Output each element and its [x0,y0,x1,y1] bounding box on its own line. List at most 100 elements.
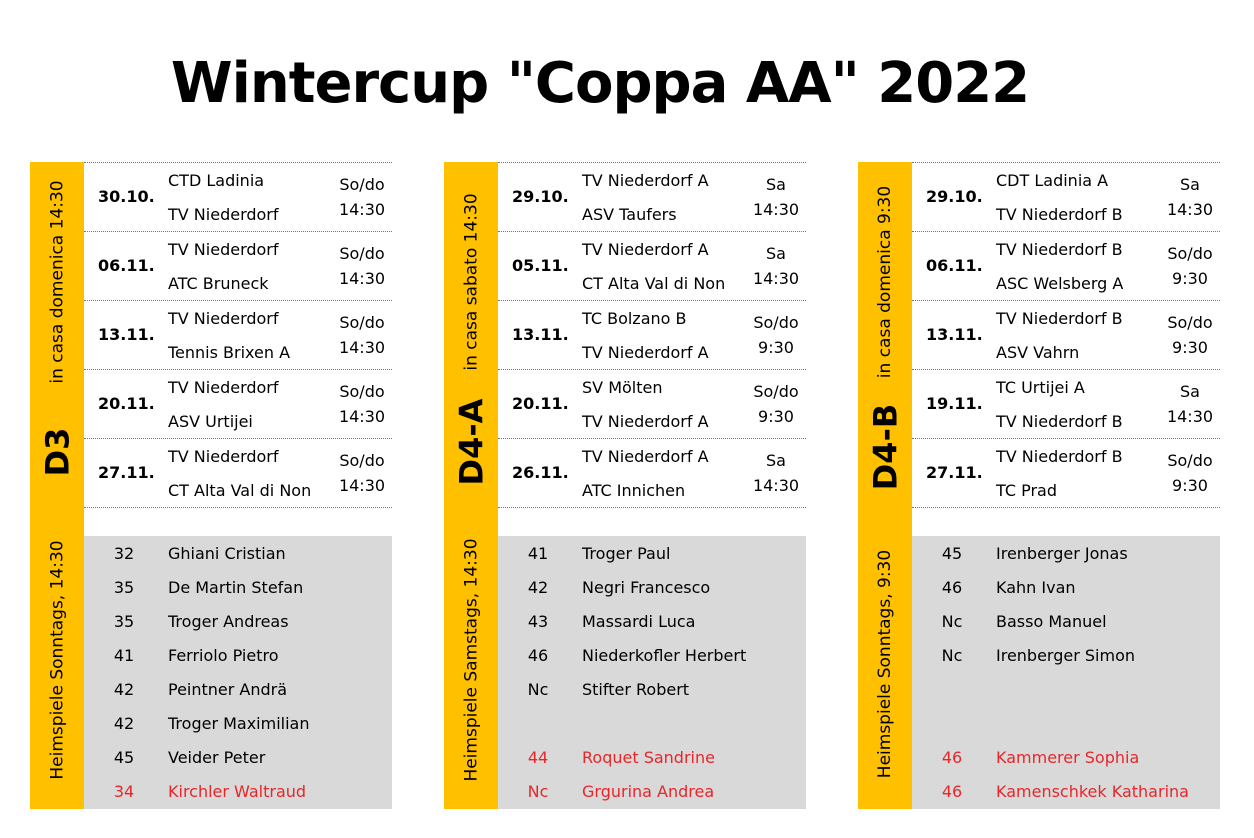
player-row-empty [912,672,1220,706]
player-ranking: 45 [113,748,135,767]
player-ranking: 46 [941,578,963,597]
player-name: Troger Maximilian [168,714,310,733]
match-day: So/do [339,451,385,470]
match-date: 06.11. [926,256,983,275]
match-away-team: CT Alta Val di Non [582,274,726,293]
match-list: 30.10. CTD Ladinia TV Niederdorf So/do 1… [84,162,392,508]
match-row: 06.11. TV Niederdorf ATC Bruneck So/do 1… [84,231,392,300]
match-day: So/do [339,313,385,332]
match-date: 13.11. [926,325,983,344]
match-date: 13.11. [512,325,569,344]
match-row: 29.10. TV Niederdorf A ASV Taufers Sa 14… [498,162,806,231]
match-away-team: Tennis Brixen A [168,343,291,362]
group-side-bar: in casa sabato 14:30 D4-A Heimspiele Sam… [444,162,498,809]
player-name: Troger Andreas [168,612,289,631]
match-date: 29.10. [926,187,983,206]
match-home-team: TV Niederdorf A [582,240,709,259]
player-ranking: 43 [527,612,549,631]
match-list: 29.10. CDT Ladinia A TV Niederdorf B Sa … [912,162,1220,508]
match-home-team: CTD Ladinia [168,171,265,190]
player-name: Kirchler Waltraud [168,782,307,801]
player-name: Irenberger Jonas [996,544,1128,563]
match-home-team: TV Niederdorf [168,240,279,259]
match-day: So/do [1167,244,1213,263]
group-d3: in casa domenica 14:30 D3 Heimspiele Son… [30,162,392,809]
player-ranking: 46 [941,748,963,767]
group-code: D3 [37,427,76,477]
match-row: 13.11. TV Niederdorf Tennis Brixen A So/… [84,300,392,369]
player-name: Massardi Luca [582,612,696,631]
player-name: Roquet Sandrine [582,748,715,767]
match-time: 14:30 [338,476,386,495]
match-time: 14:30 [338,338,386,357]
match-time: 14:30 [752,200,800,219]
player-roster: 32 Ghiani Cristian 35 De Martin Stefan 35 T… [84,536,392,809]
match-time: 9:30 [1172,476,1208,495]
player-row: 32 Ghiani Cristian [84,536,392,570]
match-day: So/do [339,175,385,194]
player-row: 45 Irenberger Jonas [912,536,1220,570]
group-d4b: in casa domenica 9:30 D4-B Heimspiele So… [858,162,1220,809]
player-name: Kahn Ivan [996,578,1076,597]
player-row-female: 46 Kamenschkek Katharina [912,774,1220,808]
player-row: Nc Stifter Robert [498,672,806,706]
player-row-female: Nc Grgurina Andrea [498,774,806,808]
match-home-team: TC Urtijei A [996,378,1085,397]
match-away-team: TV Niederdorf A [582,412,709,431]
player-ranking: Nc [527,680,549,699]
player-ranking: 42 [113,680,135,699]
player-name: Grgurina Andrea [582,782,715,801]
player-name: Ghiani Cristian [168,544,286,563]
player-row: 35 Troger Andreas [84,604,392,638]
group-note-it: in casa domenica 9:30 [875,185,896,379]
player-row: 46 Niederkofler Herbert [498,638,806,672]
match-day: Sa [766,175,786,194]
player-row: Nc Irenberger Simon [912,638,1220,672]
match-home-team: TV Niederdorf [168,378,279,397]
match-time: 14:30 [1166,200,1214,219]
match-row: 20.11. SV Mölten TV Niederdorf A So/do 9… [498,369,806,438]
match-away-team: TV Niederdorf B [996,412,1123,431]
player-name: Peintner Andrä [168,680,288,699]
player-ranking: 44 [527,748,549,767]
player-name: De Martin Stefan [168,578,304,597]
match-list: 29.10. TV Niederdorf A ASV Taufers Sa 14… [498,162,806,508]
match-row: 26.11. TV Niederdorf A ATC Innichen Sa 1… [498,438,806,508]
match-home-team: TV Niederdorf B [996,309,1123,328]
match-home-team: TV Niederdorf A [582,171,709,190]
match-row: 20.11. TV Niederdorf ASV Urtijei So/do 1… [84,369,392,438]
match-away-team: ASC Welsberg A [996,274,1124,293]
player-name: Kammerer Sophia [996,748,1140,767]
match-row: 05.11. TV Niederdorf A CT Alta Val di No… [498,231,806,300]
match-away-team: ATC Bruneck [168,274,269,293]
player-row-female: 34 Kirchler Waltraud [84,774,392,808]
player-row: Nc Basso Manuel [912,604,1220,638]
player-name: Basso Manuel [996,612,1107,631]
match-time: 14:30 [752,476,800,495]
player-row: 46 Kahn Ivan [912,570,1220,604]
group-note-de: Heimspiele Samstags, 14:30 [461,538,482,782]
group-code: D4-B [865,403,904,491]
match-day: Sa [766,244,786,263]
match-date: 29.10. [512,187,569,206]
match-date: 20.11. [98,394,155,413]
match-date: 20.11. [512,394,569,413]
match-day: So/do [753,382,799,401]
match-away-team: ASV Taufers [582,205,677,224]
group-note-de: Heimspiele Sonntags, 9:30 [875,549,896,779]
match-home-team: TV Niederdorf B [996,447,1123,466]
player-ranking: Nc [527,782,549,801]
match-time: 14:30 [338,269,386,288]
player-row: 42 Troger Maximilian [84,706,392,740]
player-row: 41 Troger Paul [498,536,806,570]
match-day: So/do [1167,451,1213,470]
player-row: 41 Ferriolo Pietro [84,638,392,672]
player-name: Niederkofler Herbert [582,646,747,665]
match-away-team: ASV Vahrn [996,343,1080,362]
match-time: 14:30 [1166,407,1214,426]
match-day: Sa [1180,382,1200,401]
match-row: 19.11. TC Urtijei A TV Niederdorf B Sa 1… [912,369,1220,438]
match-time: 14:30 [752,269,800,288]
player-ranking: 35 [113,612,135,631]
player-name: Troger Paul [582,544,671,563]
